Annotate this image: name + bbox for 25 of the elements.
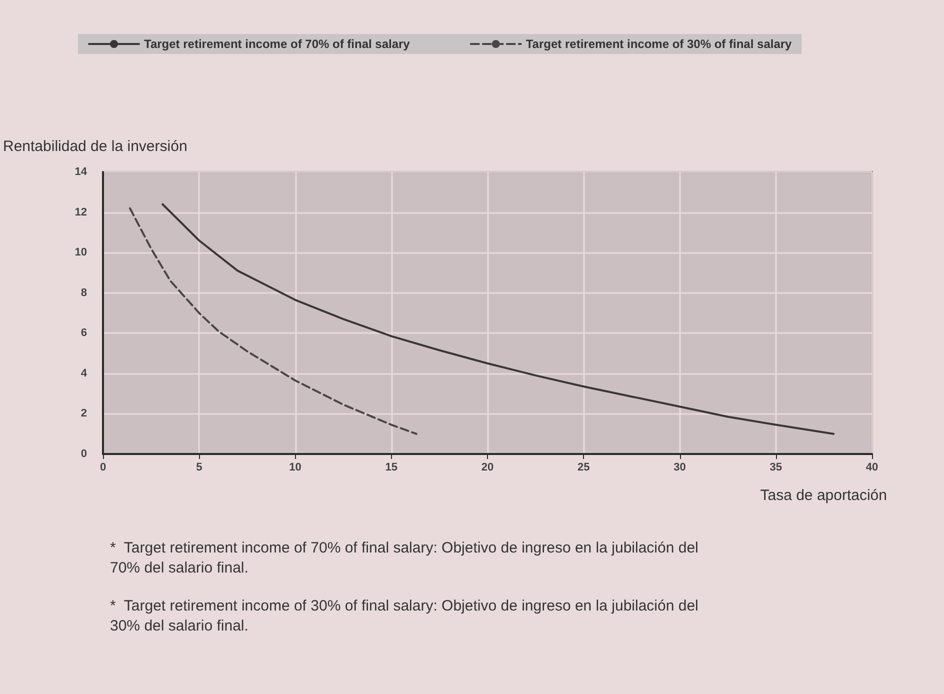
x-tick-label: 0 bbox=[100, 462, 106, 474]
x-tick-label: 5 bbox=[196, 462, 202, 474]
legend-label: Target retirement income of 70% of final salary bbox=[144, 37, 410, 51]
x-tick-label: 30 bbox=[674, 462, 686, 474]
legend-label: Target retirement income of 30% of final salary bbox=[526, 37, 792, 51]
y-tick-label: 0 bbox=[80, 448, 87, 460]
line-series bbox=[162, 203, 835, 435]
text: * Target retirement income of 70% of final salary: Objetivo de ingreso en la jubilación del 70% del salario final. bbox=[110, 540, 703, 576]
x-tick-label: 10 bbox=[289, 462, 302, 474]
y-tick-label: 12 bbox=[74, 206, 87, 218]
y-tick-label: 6 bbox=[80, 327, 87, 340]
y-tick-label: 8 bbox=[80, 286, 87, 299]
x-tick-label: 15 bbox=[385, 462, 398, 474]
x-axis-title: Tasa de aportación bbox=[760, 487, 887, 504]
y-tick-label: 2 bbox=[80, 408, 87, 420]
x-tick-label: 20 bbox=[481, 462, 494, 474]
y-tick-label: 10 bbox=[74, 246, 87, 259]
text: * Target retirement income of 30% of final salary: Objetivo de ingreso en la jubilación del 30% del salario final. bbox=[110, 598, 703, 634]
x-tick-label: 35 bbox=[770, 462, 782, 474]
y-tick-label: 4 bbox=[80, 367, 88, 380]
line-series bbox=[128, 207, 418, 435]
x-tick-label: 40 bbox=[866, 462, 878, 474]
y-tick-label: 14 bbox=[74, 166, 88, 178]
y-axis-title: Rentabilidad de la inversión bbox=[3, 138, 188, 155]
x-tick-label: 25 bbox=[578, 462, 590, 474]
